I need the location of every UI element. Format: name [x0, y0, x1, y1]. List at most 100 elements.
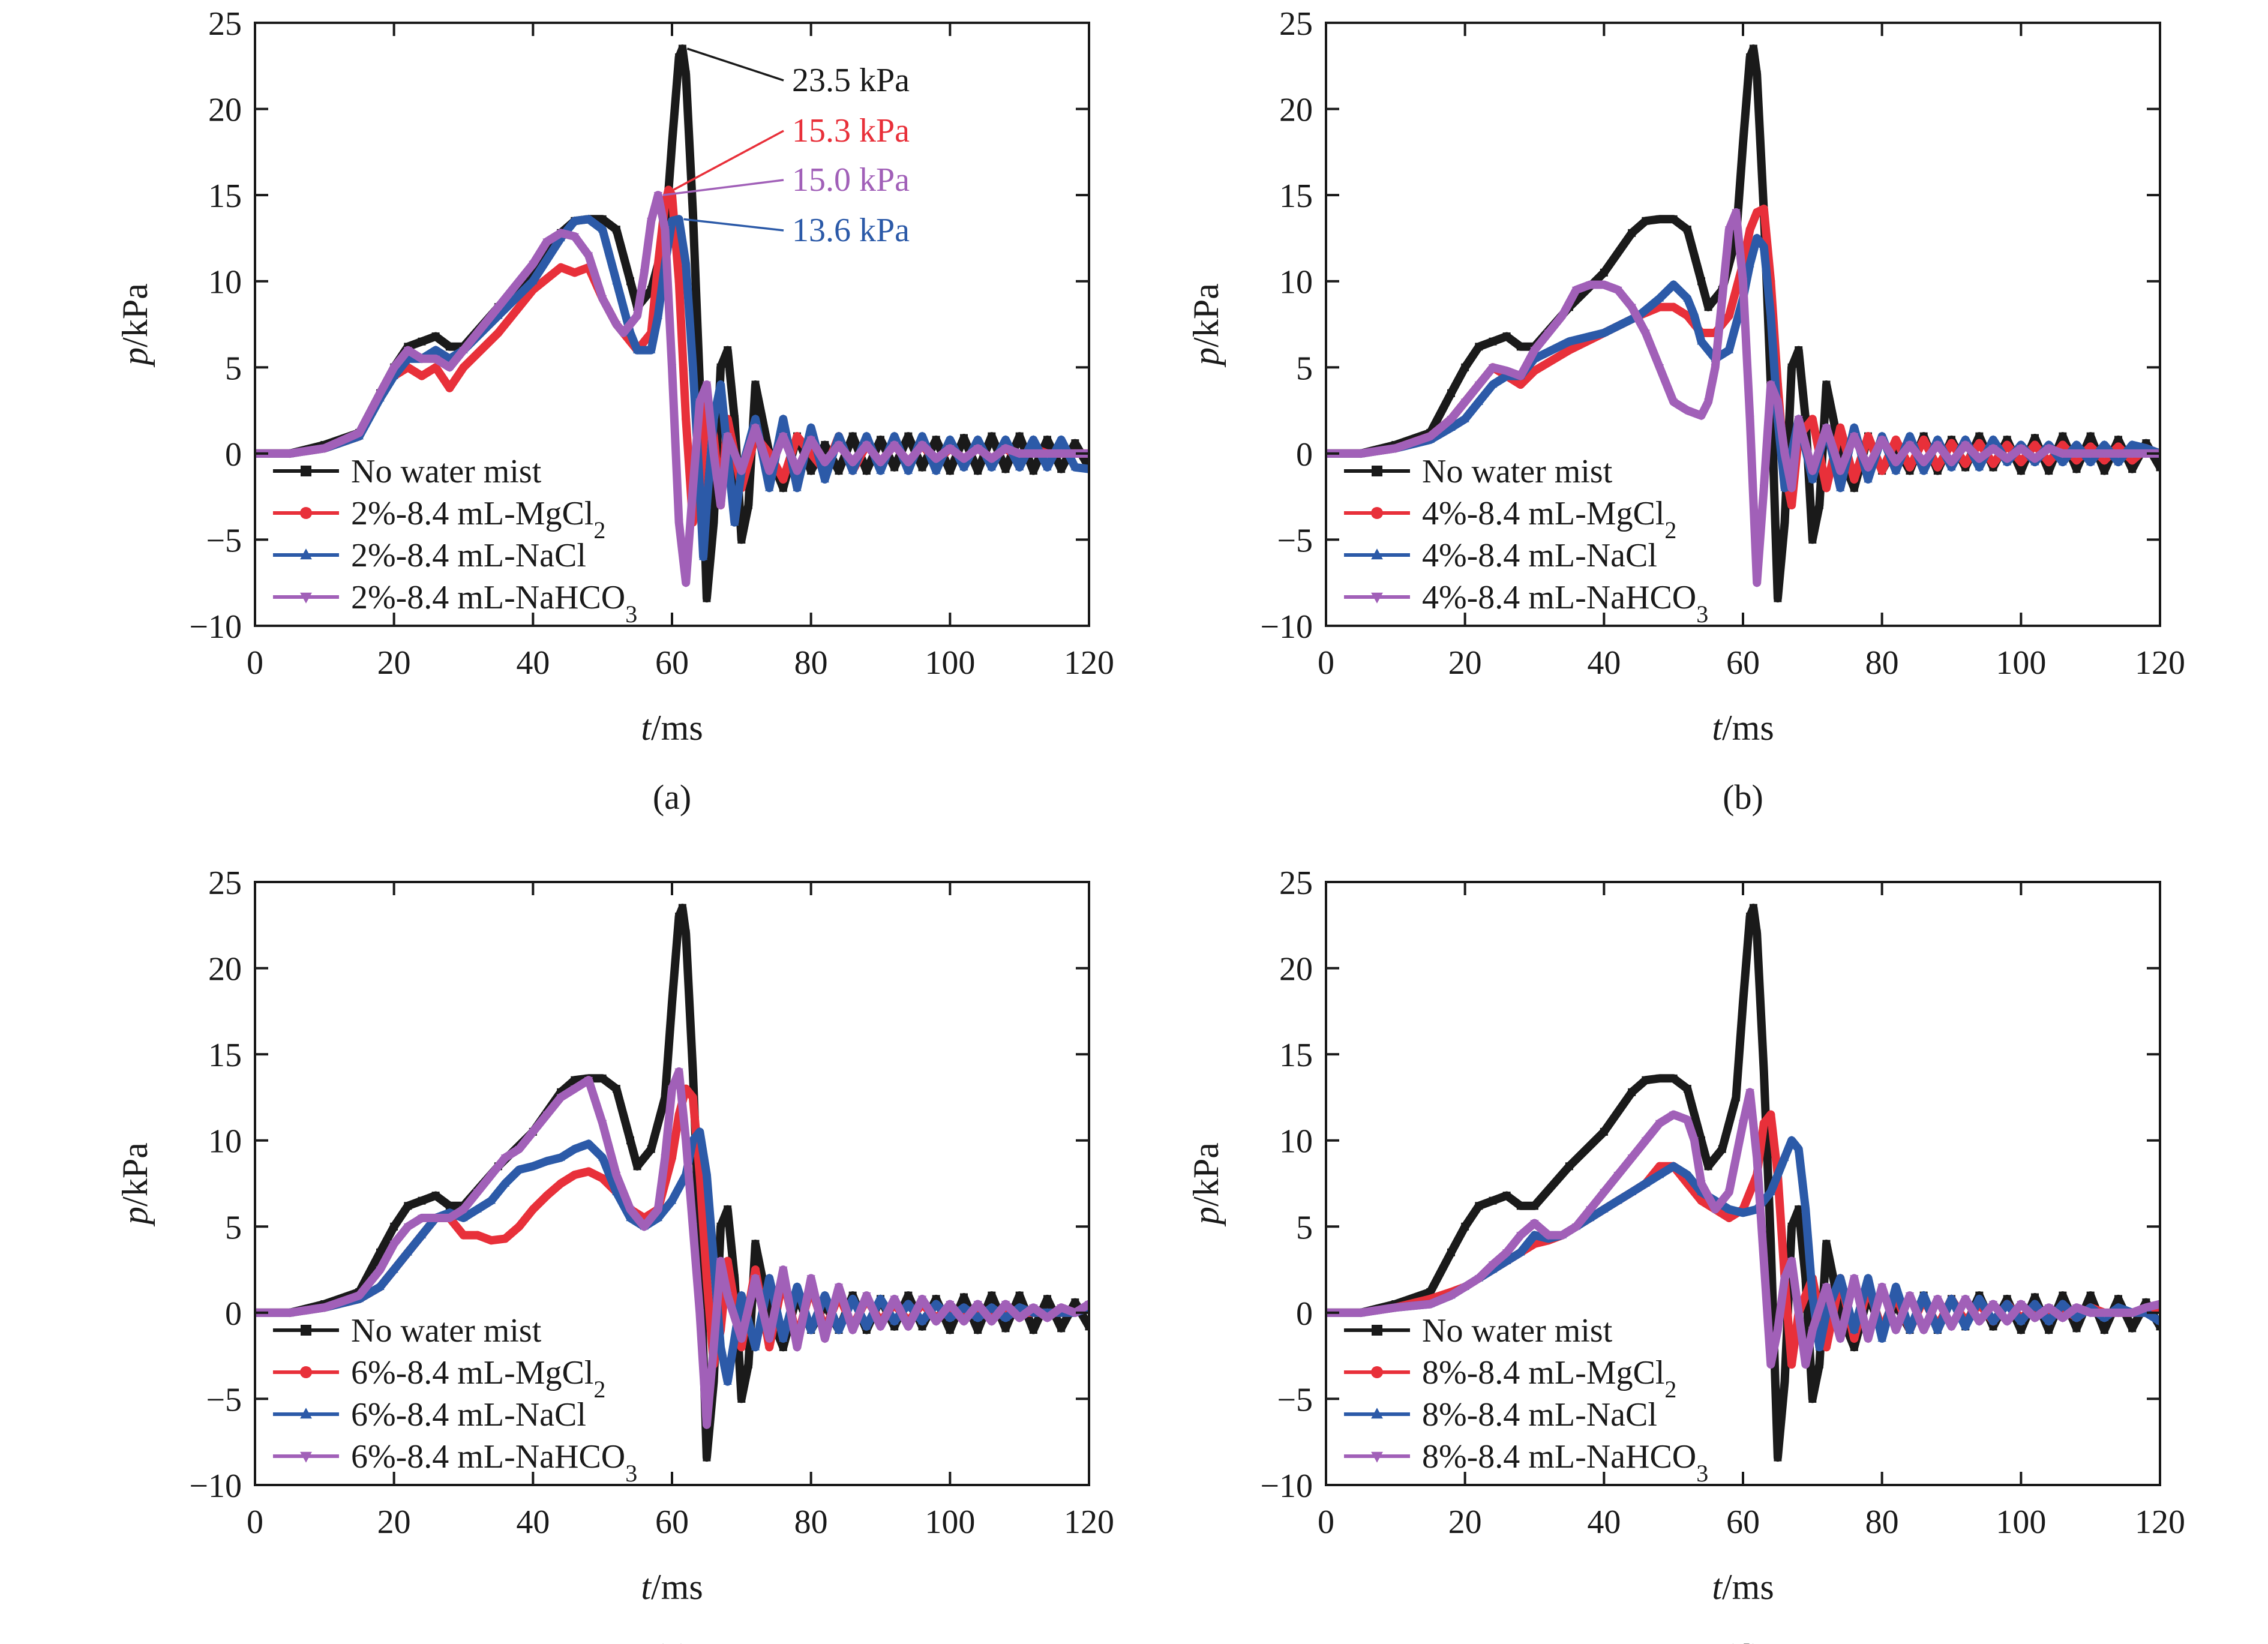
data-point: [1760, 1067, 1768, 1076]
x-axis-title: t/ms: [641, 1567, 703, 1607]
data-point: [2044, 445, 2053, 454]
data-point: [974, 1326, 982, 1334]
data-point: [1683, 293, 1692, 302]
data-point: [1460, 1283, 1469, 1292]
y-tick-label: 20: [208, 951, 242, 988]
data-point: [598, 1074, 607, 1082]
data-point: [1690, 1137, 1699, 1145]
data-point: [1877, 1283, 1886, 1292]
data-point: [1655, 293, 1664, 302]
data-point: [653, 260, 662, 268]
data-point: [918, 463, 926, 472]
data-point: [862, 1292, 871, 1300]
data-point: [793, 1344, 802, 1352]
data-point: [1759, 1119, 1768, 1127]
data-point: [1780, 1153, 1789, 1161]
data-point: [1781, 1378, 1789, 1386]
data-point: [1071, 439, 1079, 448]
data-point: [682, 1137, 691, 1145]
data-point: [709, 1256, 718, 1264]
data-point: [1773, 1327, 1783, 1335]
data-point: [2141, 1304, 2150, 1313]
data-point: [647, 1145, 655, 1153]
data-point: [2017, 1316, 2026, 1325]
data-point: [487, 1171, 496, 1180]
x-tick-label: 0: [1318, 644, 1334, 682]
data-point: [2072, 1313, 2081, 1321]
data-point: [1001, 435, 1010, 443]
data-point: [1850, 1275, 1859, 1283]
data-point: [1558, 1232, 1567, 1240]
data-point: [1001, 445, 1010, 454]
data-point: [890, 442, 899, 450]
data-point: [1571, 1223, 1581, 1232]
y-tick-label: −10: [1260, 608, 1313, 646]
data-point: [2128, 1324, 2137, 1333]
data-point: [445, 364, 454, 373]
data-point: [2058, 450, 2067, 458]
data-point: [473, 1189, 482, 1197]
data-point: [779, 484, 787, 492]
data-point: [779, 433, 788, 441]
legend-marker: [1371, 1408, 1383, 1419]
legend-marker: [1372, 466, 1382, 476]
data-point: [1447, 422, 1456, 431]
data-point: [1787, 1258, 1796, 1266]
data-point: [834, 1325, 844, 1333]
data-point: [1558, 312, 1567, 320]
legend-item-2: 2%-8.4 mL-NaCl: [273, 537, 586, 574]
data-point: [793, 1282, 802, 1290]
data-point: [2086, 450, 2095, 458]
data-point: [1975, 1294, 1984, 1303]
data-point: [1704, 303, 1712, 311]
data-point: [403, 1223, 412, 1232]
legend-marker: [1371, 1451, 1383, 1463]
data-point: [716, 363, 725, 371]
data-point: [1642, 1076, 1650, 1084]
data-point: [1655, 1170, 1664, 1178]
data-point: [1891, 1282, 1900, 1290]
data-point: [1683, 407, 1692, 415]
legend-item-1: 4%-8.4 mL-MgCl2: [1344, 495, 1676, 544]
data-point: [1516, 1247, 1525, 1256]
data-point: [1043, 1295, 1051, 1303]
plot-area: [255, 904, 1089, 1462]
data-point: [1628, 1088, 1636, 1096]
data-point: [806, 422, 815, 431]
data-point: [584, 1139, 593, 1147]
data-point: [675, 912, 683, 920]
data-point: [1808, 1291, 1817, 1299]
x-tick-label: 40: [516, 1504, 550, 1541]
data-point: [932, 455, 941, 464]
series-line: [255, 191, 1089, 587]
data-point: [1766, 1110, 1775, 1119]
data-point: [2114, 436, 2122, 444]
data-point: [1794, 1309, 1803, 1318]
data-point: [1356, 1309, 1366, 1318]
data-point: [2017, 458, 2026, 467]
x-tick-label: 80: [1865, 644, 1899, 682]
legend-label: 8%-8.4 mL-MgCl2: [1422, 1354, 1676, 1403]
data-point: [987, 1318, 996, 1327]
data-point: [2128, 456, 2137, 465]
data-point: [389, 364, 398, 373]
x-axis-title: t/ms: [1712, 1567, 1774, 1607]
x-tick-label: 100: [925, 1504, 975, 1541]
data-point: [1641, 1137, 1650, 1145]
data-point: [959, 455, 968, 464]
data-point: [2100, 1326, 2108, 1334]
data-point: [556, 1153, 565, 1161]
data-point: [904, 1299, 913, 1307]
data-point: [2100, 440, 2109, 448]
data-point: [1933, 463, 1942, 472]
data-point: [404, 1202, 412, 1210]
x-tick-label: 40: [1587, 1504, 1621, 1541]
data-point: [932, 436, 940, 444]
data-point: [1961, 1295, 1970, 1304]
y-axis-title: p/kPa: [115, 283, 155, 368]
data-point: [1850, 484, 1858, 492]
data-point: [1447, 416, 1456, 424]
data-point: [890, 431, 899, 440]
data-point: [820, 1291, 829, 1299]
